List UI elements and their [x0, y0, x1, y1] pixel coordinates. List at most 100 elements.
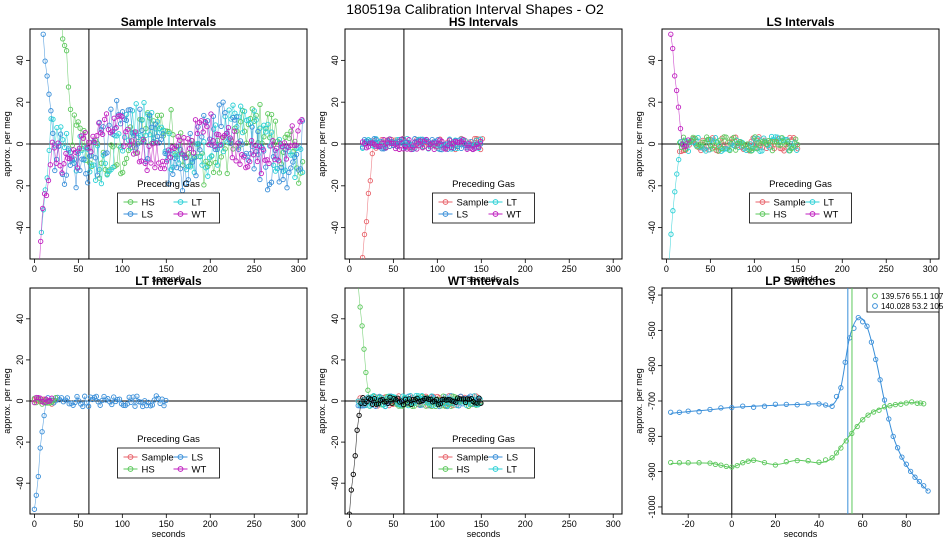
data-point-LT [123, 111, 130, 118]
legend-entry-label: 140.028 53.2 105 [881, 302, 944, 311]
data-point-WT [258, 170, 264, 177]
data-point-LT [282, 167, 288, 173]
data-point-WT [173, 143, 179, 149]
legend-swatch-point [492, 466, 499, 472]
data-point-LT [209, 153, 215, 159]
y-tick-label: 0 [15, 141, 25, 146]
data-point-WT [69, 154, 75, 160]
data-point-WT [200, 129, 206, 135]
data-point-HS [725, 139, 731, 145]
x-tick-label: 150 [474, 519, 489, 529]
data-point-LS [868, 339, 875, 345]
data-point-LT [166, 130, 172, 137]
data-point-LT [759, 148, 765, 154]
data-point-LT [197, 154, 203, 160]
legend-entry-label: LT [192, 198, 203, 209]
data-point-WT [43, 192, 50, 199]
data-point-LT [265, 121, 271, 128]
data-point-WT [31, 399, 38, 406]
legend-swatch-point [492, 211, 499, 217]
data-point-WT [152, 164, 158, 171]
data-point-LS [104, 150, 110, 156]
data-point-LT [195, 140, 201, 147]
x-tick-label: 250 [247, 264, 262, 274]
data-point-HS [892, 401, 899, 408]
data-point-WT [245, 164, 251, 170]
data-point-LT [98, 180, 105, 187]
plot-frame [661, 287, 940, 515]
data-point-LS [276, 179, 282, 185]
data-point-WT [270, 138, 276, 144]
data-point-LS [293, 151, 300, 158]
data-point-HS [224, 170, 230, 177]
data-point-LS [46, 91, 52, 97]
data-point-WT [55, 140, 61, 146]
data-point-LT [374, 394, 381, 401]
data-point-WT [82, 129, 88, 136]
data-point-HS [876, 407, 882, 413]
data-point-WT [460, 137, 466, 143]
data-point-LS [829, 403, 835, 409]
data-point-LS [170, 171, 176, 177]
data-point-LS [127, 106, 133, 113]
data-point-LT [270, 162, 277, 168]
legend-entry-label: HS [142, 465, 155, 476]
data-point-WT [90, 133, 96, 140]
data-point-WT [675, 104, 682, 110]
legend-swatch-point [442, 199, 449, 205]
data-point-WT [212, 143, 218, 149]
x-tick-label: 200 [835, 264, 850, 274]
data-point-LS [214, 146, 220, 153]
data-point-LS [73, 184, 79, 191]
data-point-LS [63, 172, 70, 178]
data-point-HS [75, 119, 81, 125]
data-point-WT [40, 205, 46, 212]
data-point-LS [82, 393, 88, 399]
legend-swatch-point [177, 199, 184, 205]
y-tick-label: 20 [15, 355, 25, 365]
data-point-LS [130, 394, 136, 400]
data-point-black [474, 400, 480, 406]
legend-entry-label: HS [142, 198, 155, 209]
data-point-HS [838, 445, 844, 451]
legend-swatch-point [442, 466, 449, 472]
data-point-LT [239, 129, 246, 136]
data-point-WT [419, 145, 426, 151]
data-point-LS [263, 164, 269, 170]
data-point-HS [59, 0, 63, 4]
data-point-HS [761, 459, 768, 466]
data-point-WT [74, 165, 81, 171]
data-point-HS [696, 460, 702, 466]
data-point-black [385, 400, 391, 406]
legend-entry-label: WT [192, 210, 207, 221]
data-point-HS [363, 369, 369, 376]
x-tick-label: 200 [203, 264, 218, 274]
y-tick-label: -40 [647, 221, 657, 234]
data-point-black [352, 453, 358, 459]
chart-panel-4: LT Intervals 0 50 100 150 200 250 300 -40 -20 0 20 4… [2, 274, 308, 539]
data-point-WT [287, 142, 293, 149]
y-tick-label: -20 [330, 179, 340, 192]
data-point-LT [444, 402, 450, 408]
data-point-LS [833, 393, 840, 400]
data-point-WT [431, 146, 437, 153]
legend-entry-label: LS [192, 453, 204, 464]
data-point-WT [381, 137, 387, 143]
data-point-LS [270, 154, 277, 160]
data-point-HS [210, 169, 217, 176]
data-point-black [389, 400, 395, 407]
data-point-WT [248, 137, 255, 144]
data-point-LS [189, 159, 195, 165]
data-point-WT [144, 167, 150, 174]
data-point-WT [283, 156, 290, 162]
data-point-LS [116, 396, 123, 402]
data-point-LT [230, 102, 236, 108]
series-line-WT [34, 397, 53, 404]
data-point-LS [886, 416, 892, 422]
data-point-HS [767, 138, 774, 145]
x-tick-label: 0 [729, 519, 734, 529]
data-point-HS [257, 101, 263, 108]
data-point-black [350, 471, 356, 478]
data-point-HS [903, 400, 909, 406]
data-point-HS [914, 400, 920, 406]
